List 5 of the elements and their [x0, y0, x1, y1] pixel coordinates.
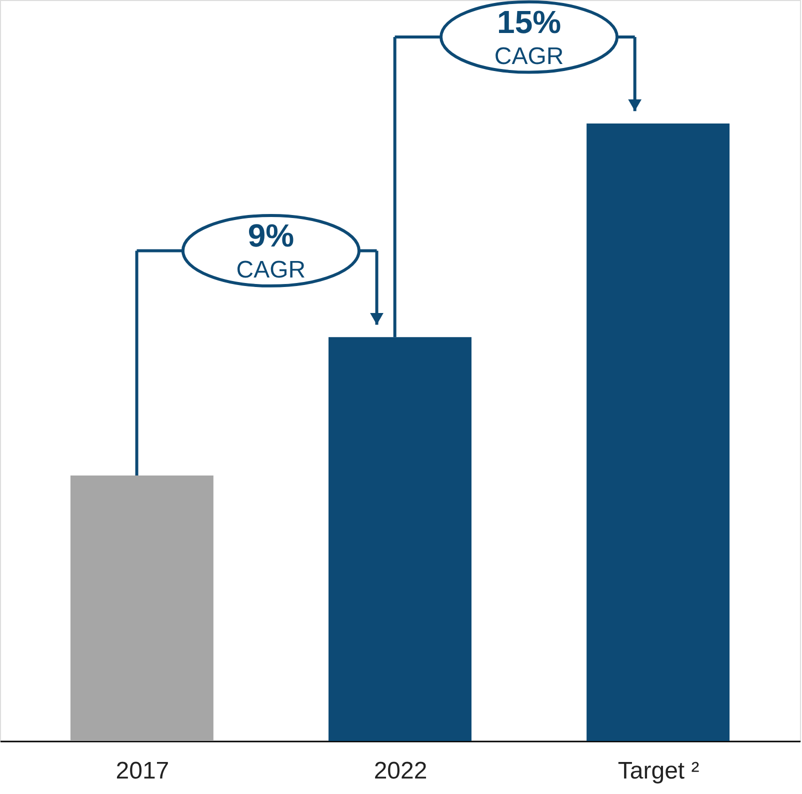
text: 15% CAGR — [494, 4, 564, 70]
x-tick-label: 2022 — [374, 758, 428, 784]
text: 9% CAGR — [236, 218, 306, 284]
x-tick-label: Target ² — [618, 758, 700, 784]
x-tick-label: 2017 — [116, 758, 170, 784]
